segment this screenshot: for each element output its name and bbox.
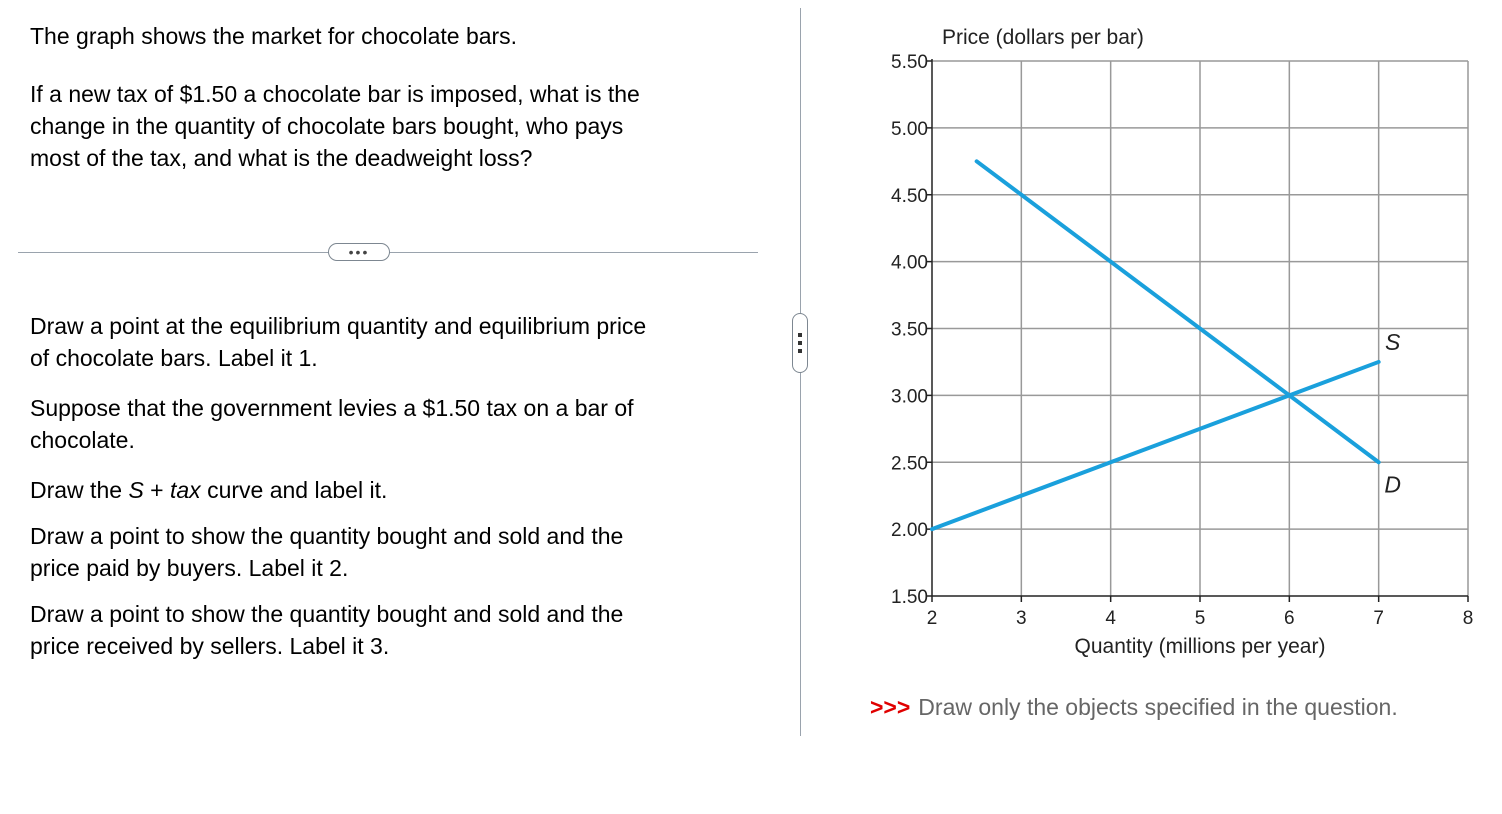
x-tick-label: 4	[1105, 608, 1116, 629]
instruction-text: Draw only the objects specified in the q…	[918, 694, 1398, 720]
y-tick-label: 1.50	[891, 587, 928, 608]
question-prompt: If a new tax of $1.50 a chocolate bar is…	[30, 81, 640, 171]
y-tick-label: 5.50	[891, 52, 928, 73]
y-tick-label: 4.50	[891, 186, 928, 207]
question-intro: The graph shows the market for chocolate…	[30, 23, 518, 49]
y-tick-label: 2.00	[891, 520, 928, 541]
y-tick-label: 2.50	[891, 453, 928, 474]
series-line-s[interactable]	[930, 359, 1381, 532]
step-1-text: Draw a point at the equilibrium quantity…	[30, 313, 647, 371]
series-line-d[interactable]	[974, 159, 1381, 465]
instruction-arrows: >>>	[870, 694, 911, 720]
step-5-text: Draw a point to show the quantity bought…	[30, 601, 624, 659]
y-tick-label: 3.50	[891, 320, 928, 341]
step-4-text: Draw a point to show the quantity bought…	[30, 523, 624, 581]
x-tick-label: 6	[1284, 608, 1295, 629]
series-label-s: S	[1385, 329, 1401, 355]
y-tick-label: 5.00	[891, 119, 928, 140]
grip-dot-icon	[798, 333, 802, 337]
grip-dot-icon	[798, 349, 802, 353]
instruction-note: >>> Draw only the objects specified in th…	[870, 694, 1398, 721]
x-tick-label: 7	[1373, 608, 1384, 629]
grip-dot-icon	[798, 341, 802, 345]
step-3-text: Draw the S + tax curve and label it.	[30, 477, 388, 503]
question-panel: The graph shows the market for chocolate…	[18, 23, 758, 659]
x-axis-label: Quantity (millions per year)	[1075, 635, 1326, 658]
x-tick-label: 8	[1463, 608, 1474, 629]
x-tick-label: 2	[927, 608, 938, 629]
x-tick-label: 3	[1016, 608, 1027, 629]
series-label-d: D	[1384, 471, 1401, 497]
y-tick-label: 4.00	[891, 253, 928, 274]
y-axis-label: Price (dollars per bar)	[942, 26, 1144, 49]
step-2-text: Suppose that the government levies a $1.…	[30, 395, 634, 453]
expand-more-button[interactable]: •••	[328, 243, 390, 261]
panel-resize-handle[interactable]	[792, 313, 808, 373]
y-tick-label: 3.00	[891, 386, 928, 407]
x-tick-label: 5	[1195, 608, 1206, 629]
